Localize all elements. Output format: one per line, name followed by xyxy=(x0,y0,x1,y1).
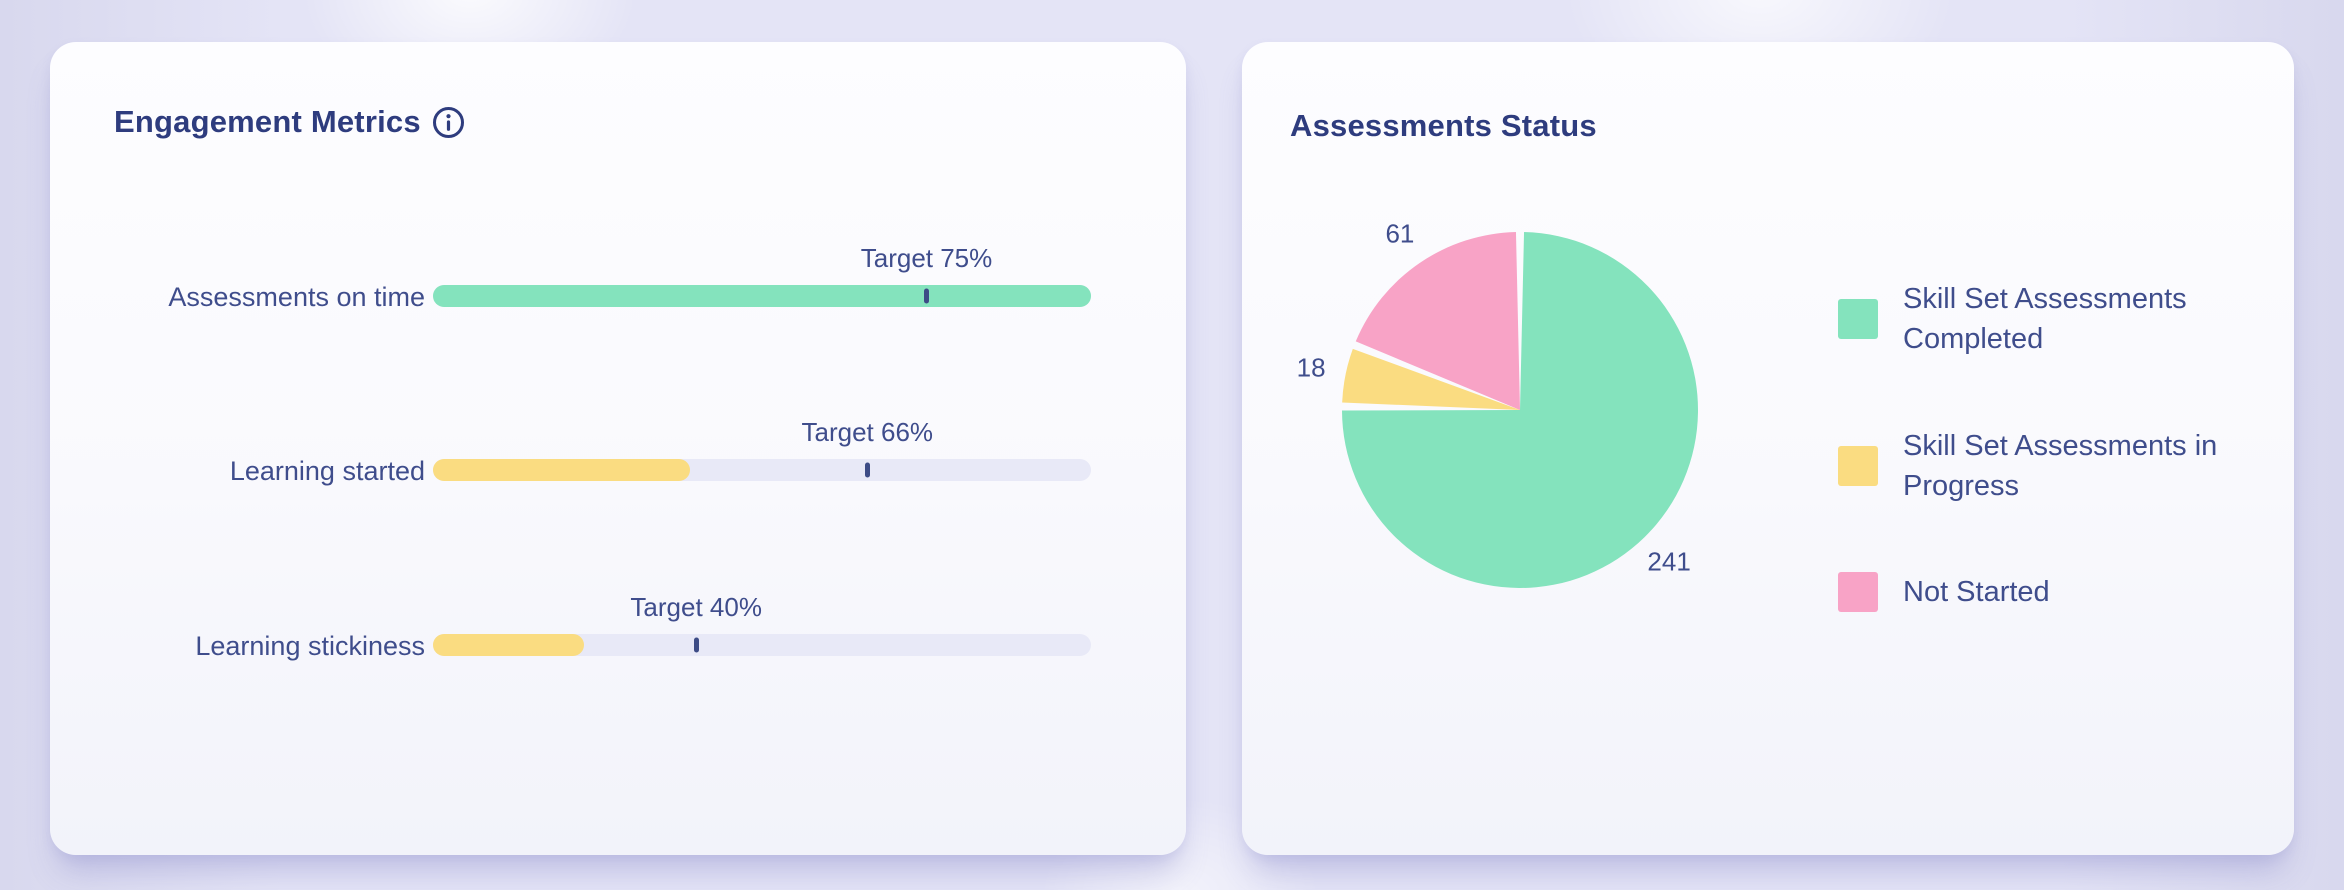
metric-label: Learning started xyxy=(229,456,425,486)
assessments-status-card: Assessments Status 241 18 61 Skill Set Ass… xyxy=(1242,42,2294,855)
engagement-card-title: Engagement Metrics xyxy=(114,104,421,139)
pie-chart: 241 18 61 xyxy=(1242,42,2294,855)
target-tick xyxy=(693,637,699,653)
bar-area: Target 75% xyxy=(433,241,1091,307)
metric-label: Assessments on time xyxy=(168,282,425,312)
target-tick xyxy=(864,462,870,478)
assessments-card-header: Assessments Status xyxy=(1290,108,1597,144)
target-tick xyxy=(924,288,929,304)
engagement-metrics-card: Engagement Metrics Assessments on time T… xyxy=(50,42,1186,855)
legend-item-completed[interactable]: Skill Set Assessments Completed xyxy=(1838,279,2248,359)
legend-label: Skill Set Assessments Completed xyxy=(1903,283,2187,355)
bar-fill xyxy=(433,285,1091,307)
metric-row: Learning started Target 66% xyxy=(114,415,1104,486)
assessments-card-title: Assessments Status xyxy=(1290,108,1597,143)
target-label: Target 40% xyxy=(630,592,762,622)
legend-item-not-started[interactable]: Not Started xyxy=(1838,572,2248,612)
pie-value-label: 61 xyxy=(1385,218,1415,249)
pie-value-label: 241 xyxy=(1647,546,1691,577)
pie-svg xyxy=(1342,232,1698,588)
legend-label: Not Started xyxy=(1903,576,2050,608)
engagement-card-header: Engagement Metrics xyxy=(114,104,465,140)
pie-slice-0[interactable] xyxy=(1342,232,1698,588)
legend-swatch-completed xyxy=(1838,299,1878,339)
target-label: Target 66% xyxy=(801,417,934,447)
metric-label: Learning stickiness xyxy=(195,631,425,661)
target-label: Target 75% xyxy=(860,243,993,273)
info-icon[interactable] xyxy=(432,106,465,139)
pie-value-label: 18 xyxy=(1296,352,1326,383)
legend-label: Skill Set Assessments in Progress xyxy=(1903,430,2218,502)
bar-fill xyxy=(433,634,585,656)
legend-swatch-not-started xyxy=(1838,572,1878,612)
legend-swatch-in-progress xyxy=(1838,446,1878,486)
bar-track[interactable] xyxy=(433,459,1091,481)
pie-slice-1[interactable] xyxy=(1342,348,1520,410)
bar-area: Target 66% xyxy=(433,415,1091,481)
bar-fill xyxy=(433,459,690,481)
bar-track[interactable] xyxy=(433,285,1091,307)
bar-track[interactable] xyxy=(433,634,1091,656)
pie-slice-2[interactable] xyxy=(1355,232,1520,410)
metric-row: Learning stickiness Target 40% xyxy=(114,590,1104,661)
legend-item-in-progress[interactable]: Skill Set Assessments in Progress xyxy=(1838,426,2248,506)
bar-area: Target 40% xyxy=(433,590,1091,656)
metric-row: Assessments on time Target 75% xyxy=(114,241,1104,312)
